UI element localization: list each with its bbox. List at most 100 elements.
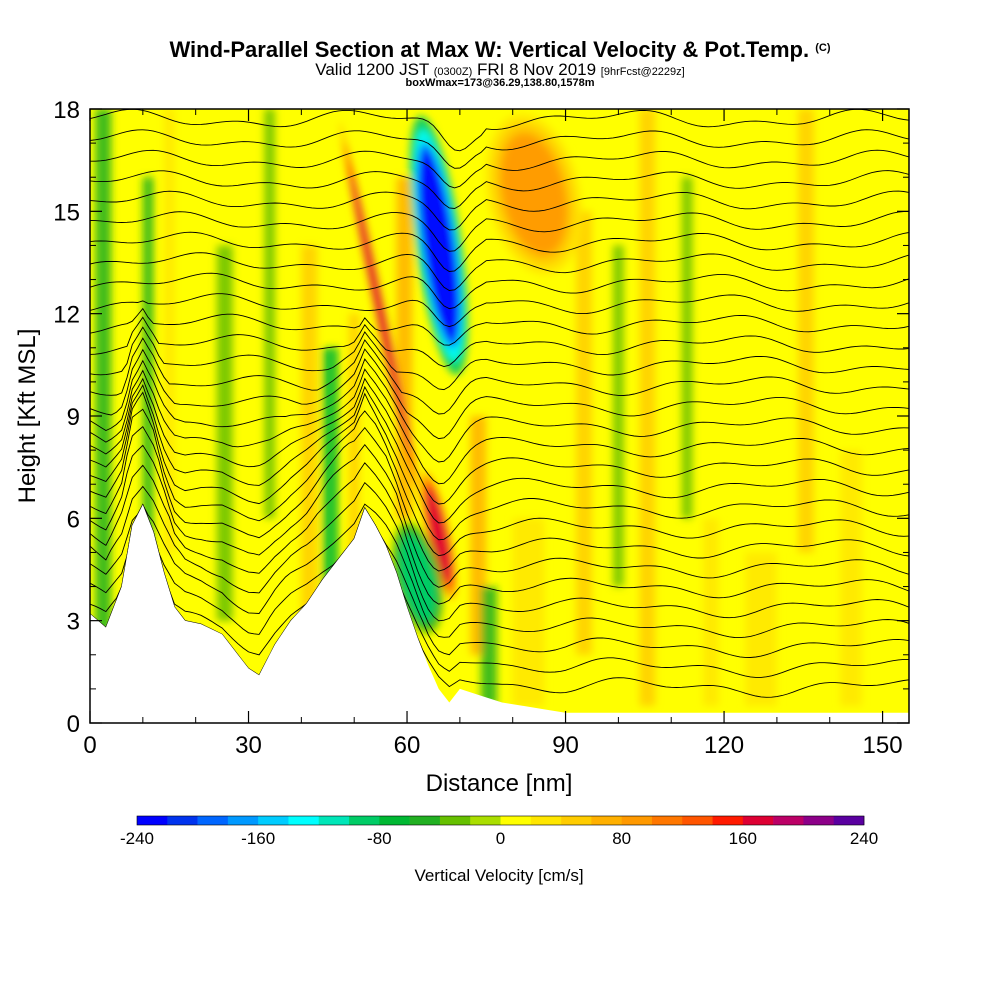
theta-contour xyxy=(90,462,909,605)
w-band-18 xyxy=(798,109,814,553)
x-tick-label: 0 xyxy=(83,732,96,759)
w-band-10 xyxy=(481,586,497,706)
colorbar-tick-label: -80 xyxy=(367,829,392,848)
vertical-velocity-field xyxy=(95,109,862,713)
potential-temperature-contours xyxy=(90,109,909,698)
theta-contour xyxy=(90,503,909,639)
theta-contour xyxy=(90,384,909,524)
theta-contour xyxy=(90,190,909,231)
w-band-0 xyxy=(95,109,112,713)
y-axis: 0 3 6 9 12 15 18 xyxy=(53,97,909,738)
colorbar-segment xyxy=(500,816,532,825)
y-tick-label: 18 xyxy=(53,97,80,124)
theta-contour xyxy=(90,503,909,698)
colorbar-tick-label: 240 xyxy=(850,829,878,848)
chart-title: Wind-Parallel Section at Max W: Vertical… xyxy=(169,37,831,62)
x-tick-label: 90 xyxy=(552,732,579,759)
theta-contour xyxy=(90,307,909,346)
theta-contour xyxy=(90,252,909,291)
colorbar-frame xyxy=(136,815,865,826)
w-band-16 xyxy=(702,518,719,706)
y-axis-label: Height [Kft MSL] xyxy=(14,329,41,504)
colorbar-segment xyxy=(409,816,441,825)
colorbar-segment xyxy=(227,816,259,825)
theta-contour xyxy=(90,129,909,169)
x-tick-label: 120 xyxy=(704,732,744,759)
plot-area xyxy=(90,109,909,723)
theta-contour xyxy=(90,481,909,622)
theta-contour xyxy=(90,170,909,209)
colorbar-segment xyxy=(712,816,744,825)
w-band-3 xyxy=(216,245,233,621)
w-band-15 xyxy=(681,177,693,519)
colorbar-segment xyxy=(773,816,804,825)
colorbar-segment xyxy=(167,816,198,825)
theta-contour xyxy=(90,368,909,485)
colorbar-segment xyxy=(318,816,350,825)
w-band-13 xyxy=(613,245,624,587)
y-tick-label: 15 xyxy=(53,199,80,226)
colorbar-segment xyxy=(197,816,229,825)
x-tick-label: 30 xyxy=(235,732,262,759)
theta-contour xyxy=(90,348,909,440)
colorbar-segment xyxy=(439,816,471,825)
chart-subtitle: Valid 1200 JST (0300Z) FRI 8 Nov 2019 [9… xyxy=(315,60,685,79)
colorbar-segment xyxy=(258,816,289,825)
theta-contour xyxy=(90,149,909,189)
colorbar-tick-label: 0 xyxy=(496,829,505,848)
x-tick-label: 150 xyxy=(863,732,903,759)
colorbar-tick-label: -160 xyxy=(241,829,275,848)
theta-contour xyxy=(90,337,909,415)
w-band-14 xyxy=(639,109,656,706)
colorbar-segment xyxy=(349,816,380,825)
colorbar-segment xyxy=(621,816,653,825)
w-feature-1-3 xyxy=(418,150,459,341)
theta-contour xyxy=(90,326,909,391)
colorbar-segment xyxy=(651,816,683,825)
colorbar-segment xyxy=(591,816,622,825)
y-tick-label: 6 xyxy=(67,506,80,533)
colorbar-segment xyxy=(833,816,865,825)
theta-contour xyxy=(90,231,909,272)
colorbar-segment xyxy=(137,816,168,825)
colorbar: -240 -160 -80 0 80 160 240 xyxy=(120,815,878,848)
colorbar-tick-label: -240 xyxy=(120,829,154,848)
y-tick-label: 3 xyxy=(67,609,80,636)
colorbar-segment xyxy=(561,816,592,825)
colorbar-label: Vertical Velocity [cm/s] xyxy=(414,866,583,885)
y-tick-label: 0 xyxy=(67,711,80,738)
theta-contour xyxy=(90,377,909,505)
y-tick-label: 12 xyxy=(53,302,80,329)
x-axis-label: Distance [nm] xyxy=(426,770,573,797)
theta-contour xyxy=(90,358,909,463)
colorbar-tick-label: 160 xyxy=(729,829,757,848)
theta-contour xyxy=(90,272,909,310)
x-tick-label: 60 xyxy=(394,732,421,759)
theta-contour xyxy=(90,426,909,572)
w-band-5 xyxy=(301,245,318,621)
w-feature-2-3 xyxy=(426,488,452,583)
w-band-4 xyxy=(264,109,275,519)
theta-contour xyxy=(90,408,909,557)
colorbar-segment xyxy=(288,816,320,825)
colorbar-segment xyxy=(682,816,713,825)
colorbar-segment xyxy=(470,816,501,825)
colorbar-segment xyxy=(379,816,410,825)
theta-contour xyxy=(90,316,909,367)
colorbar-segment xyxy=(803,816,835,825)
w-band-2 xyxy=(163,109,175,553)
w-band-12 xyxy=(576,211,592,655)
w-band-19 xyxy=(840,450,862,706)
w-feature-4-3 xyxy=(502,135,566,253)
theta-contour xyxy=(90,503,909,678)
theta-contour xyxy=(90,503,909,658)
x-axis: 0 30 60 90 120 150 xyxy=(83,109,903,759)
colorbar-segment xyxy=(742,816,774,825)
colorbar-segment xyxy=(530,816,562,825)
max-w-box-info: boxWmax=173@36.29,138.80,1578m xyxy=(405,77,595,89)
w-band-11 xyxy=(512,518,545,706)
terrain-mask xyxy=(90,504,909,723)
colorbar-tick-label: 80 xyxy=(612,829,631,848)
y-tick-label: 9 xyxy=(67,404,80,431)
